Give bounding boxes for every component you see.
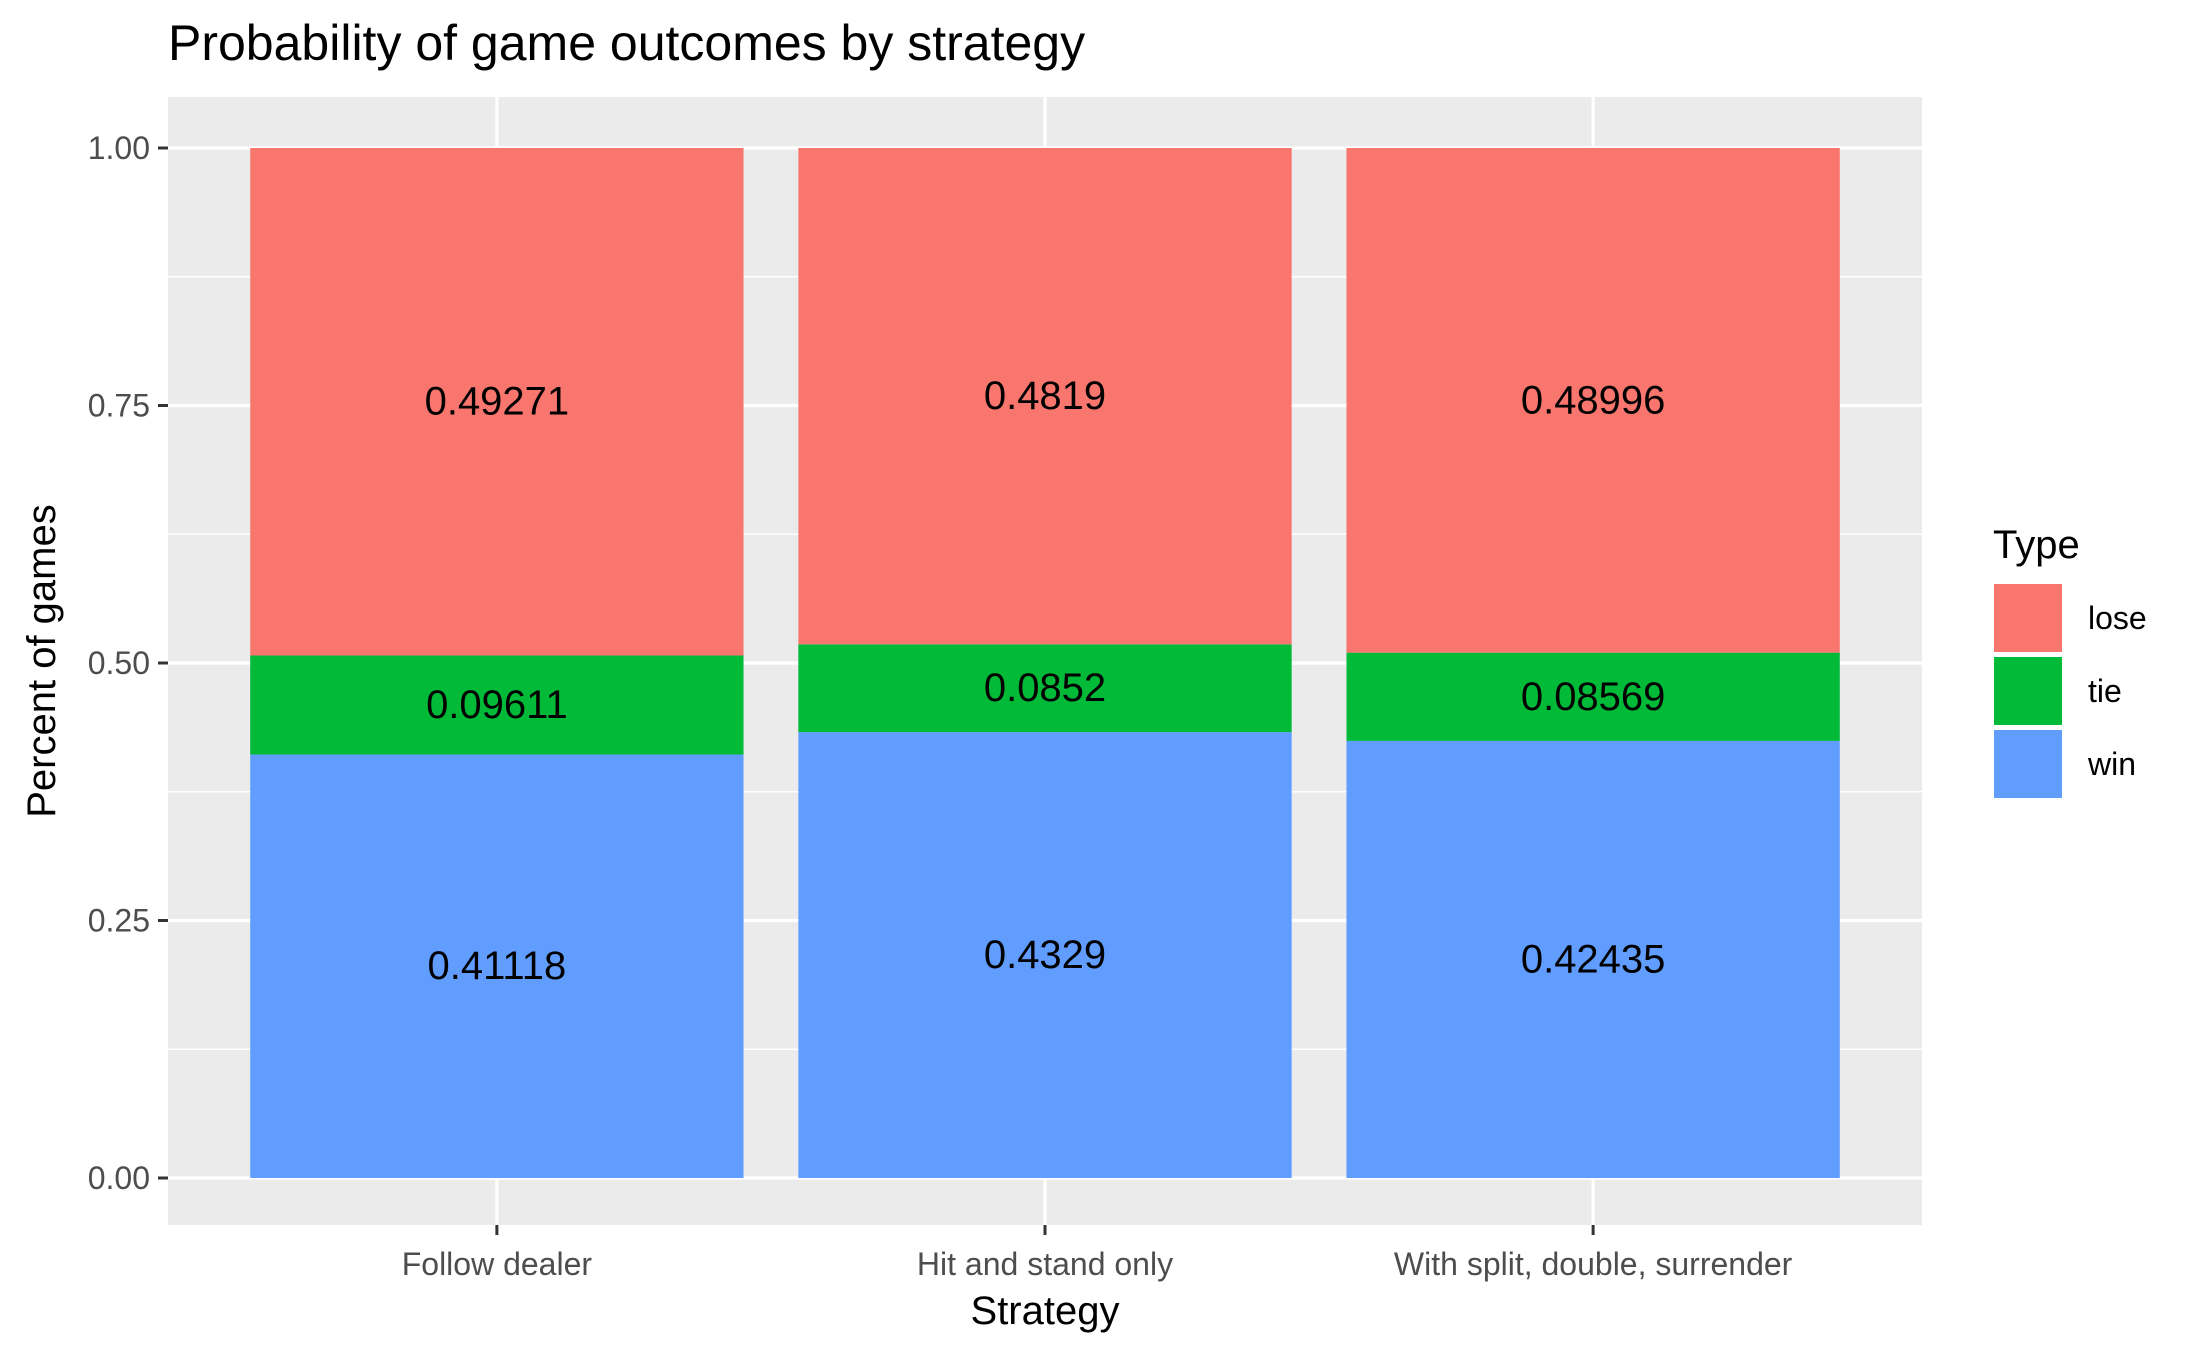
bar-label-tie-hit-and-stand-only: 0.0852: [984, 666, 1106, 710]
bar-lose-follow-dealer: [250, 148, 744, 656]
y-tick-label: 0.25: [88, 903, 150, 939]
bar-win-with-split-double-surrender: [1346, 740, 1840, 1178]
legend-key-tie: [1992, 655, 2064, 727]
bar-label-lose-hit-and-stand-only: 0.4819: [984, 374, 1106, 418]
legend-items: lose tie win: [1992, 582, 2147, 800]
bar-tie-with-split-double-surrender: [1346, 652, 1840, 741]
bar-tie-follow-dealer: [250, 655, 744, 755]
y-axis: 0.00 0.25 0.50 0.75 1.00: [88, 130, 168, 1196]
bar-lose-with-split-double-surrender: [1346, 148, 1840, 653]
bar-label-tie-with-split-double-surrender: 0.08569: [1521, 675, 1666, 719]
y-tick-label: 1.00: [88, 130, 150, 166]
bars: [250, 148, 1840, 1178]
bar-label-win-follow-dealer: 0.41118: [428, 944, 567, 988]
bar-label-lose-with-split-double-surrender: 0.48996: [1521, 378, 1666, 422]
x-tick-label-follow-dealer: Follow dealer: [402, 1246, 593, 1282]
y-axis-title: Percent of games: [20, 504, 64, 818]
bar-tie-hit-and-stand-only: [798, 644, 1292, 733]
x-axis: Follow dealer Hit and stand only With spli…: [402, 1225, 1793, 1282]
x-axis-title: Strategy: [971, 1289, 1120, 1333]
bar-label-tie-follow-dealer: 0.09611: [426, 683, 568, 727]
legend-key-lose: [1992, 582, 2064, 654]
legend-label-win: win: [2087, 746, 2136, 782]
bar-value-labels: 0.41118 0.09611 0.49271 0.4329 0.0852 0.4819 0…: [425, 374, 1666, 988]
bar-win-hit-and-stand-only: [798, 732, 1292, 1178]
y-tick-label: 0.50: [88, 645, 150, 681]
bar-label-win-hit-and-stand-only: 0.4329: [984, 933, 1106, 977]
bar-win-follow-dealer: [250, 754, 744, 1178]
y-tick-label: 0.00: [88, 1160, 150, 1196]
legend: Type lose tie win: [1992, 523, 2147, 800]
legend-label-lose: lose: [2088, 600, 2147, 636]
legend-key-win: [1992, 728, 2064, 800]
legend-title: Type: [1993, 523, 2080, 567]
x-tick-label-with-split-double-surrender: With split, double, surrender: [1394, 1246, 1793, 1282]
y-tick-label: 0.75: [88, 388, 150, 424]
bar-label-lose-follow-dealer: 0.49271: [425, 380, 570, 424]
x-tick-label-hit-and-stand-only: Hit and stand only: [917, 1246, 1173, 1282]
legend-label-tie: tie: [2088, 673, 2122, 709]
chart-title: Probability of game outcomes by strategy: [168, 15, 1085, 71]
bar-label-win-with-split-double-surrender: 0.42435: [1521, 937, 1666, 981]
bar-lose-hit-and-stand-only: [798, 148, 1292, 645]
